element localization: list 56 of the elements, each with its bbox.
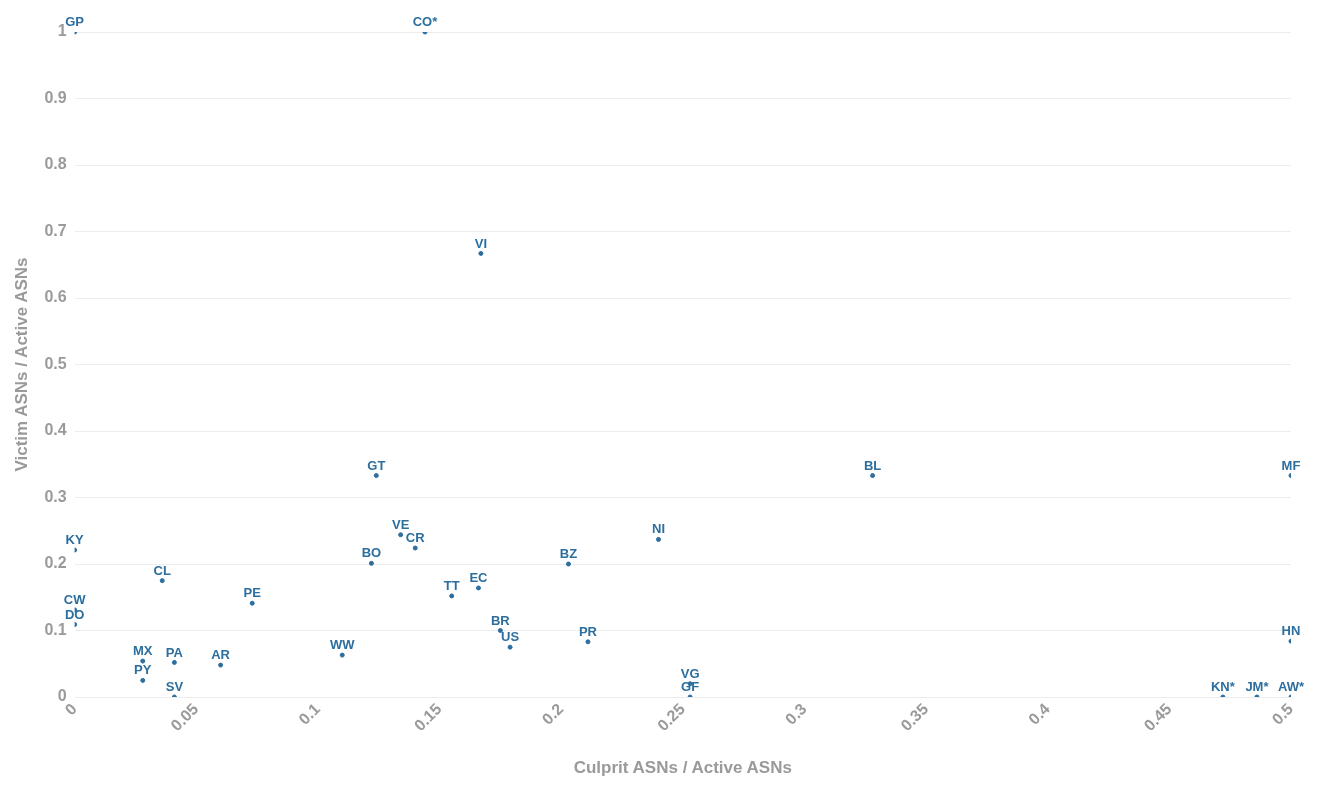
x-axis-title: Culprit ASNs / Active ASNs (573, 758, 792, 778)
data-label: TT (443, 578, 460, 593)
data-label: MF (1281, 457, 1301, 473)
data-label: BO (361, 545, 382, 561)
y-tick-label: 0.5 (44, 354, 67, 372)
x-tick-label: 0.45 (1140, 699, 1175, 735)
data-label: CW (63, 591, 87, 607)
data-label: GF (681, 679, 700, 695)
data-label: PY (134, 662, 152, 678)
data-label: BR (490, 612, 511, 628)
data-label: NI (651, 521, 665, 537)
y-tick-label: 0.8 (44, 155, 67, 173)
data-label: HN (1281, 623, 1301, 639)
y-tick-label: 0 (57, 687, 67, 705)
x-tick-label: 0.3 (781, 699, 810, 728)
data-label: PR (578, 623, 598, 639)
data-label: EC (469, 570, 489, 586)
y-tick-label: 0.1 (44, 620, 67, 638)
y-tick-label: 0.6 (44, 288, 67, 306)
x-tick-label: 0.4 (1025, 699, 1054, 728)
data-label: AW* (1278, 679, 1305, 695)
x-tick-label: 0.2 (538, 699, 567, 728)
data-label: BZ (559, 546, 578, 562)
data-label: CR (405, 530, 426, 546)
y-tick-label: 0.7 (44, 221, 67, 239)
data-label: US (501, 629, 520, 645)
x-tick-label: 0.1 (295, 699, 324, 728)
data-label: CO* (412, 14, 439, 30)
x-tick-label: 0.35 (897, 699, 932, 735)
data-label: SV (165, 679, 184, 695)
data-label: DO (64, 606, 85, 622)
data-label: JM* (1245, 679, 1270, 695)
data-label: PE (243, 585, 262, 601)
data-label: KN* (1210, 679, 1236, 695)
data-label: MX (133, 643, 153, 659)
data-label: CL (153, 562, 171, 578)
data-label: GT (367, 457, 386, 473)
y-tick-label: 0.3 (44, 487, 67, 505)
y-tick-label: 0.9 (44, 88, 67, 106)
data-label: VG (680, 665, 700, 681)
data-label: GP (65, 14, 85, 30)
data-label: VE (391, 516, 410, 532)
data-label: BL (863, 457, 882, 473)
data-label: PA (165, 644, 184, 660)
x-tick-label: 0.05 (167, 699, 202, 735)
x-tick-label: 0.15 (410, 699, 445, 735)
x-tick-label: 0.5 (1268, 699, 1297, 728)
y-axis-title: Victim ASNs / Active ASNs (11, 257, 31, 472)
x-tick-label: 0.25 (654, 699, 689, 735)
data-label: WW (329, 637, 356, 653)
y-tick-label: 0.4 (44, 421, 67, 439)
data-label: KY (65, 532, 84, 548)
data-label: VI (474, 235, 488, 251)
y-tick-label: 0.2 (44, 554, 67, 572)
data-label: AR (211, 647, 231, 663)
y-tick-label: 1 (57, 22, 67, 40)
